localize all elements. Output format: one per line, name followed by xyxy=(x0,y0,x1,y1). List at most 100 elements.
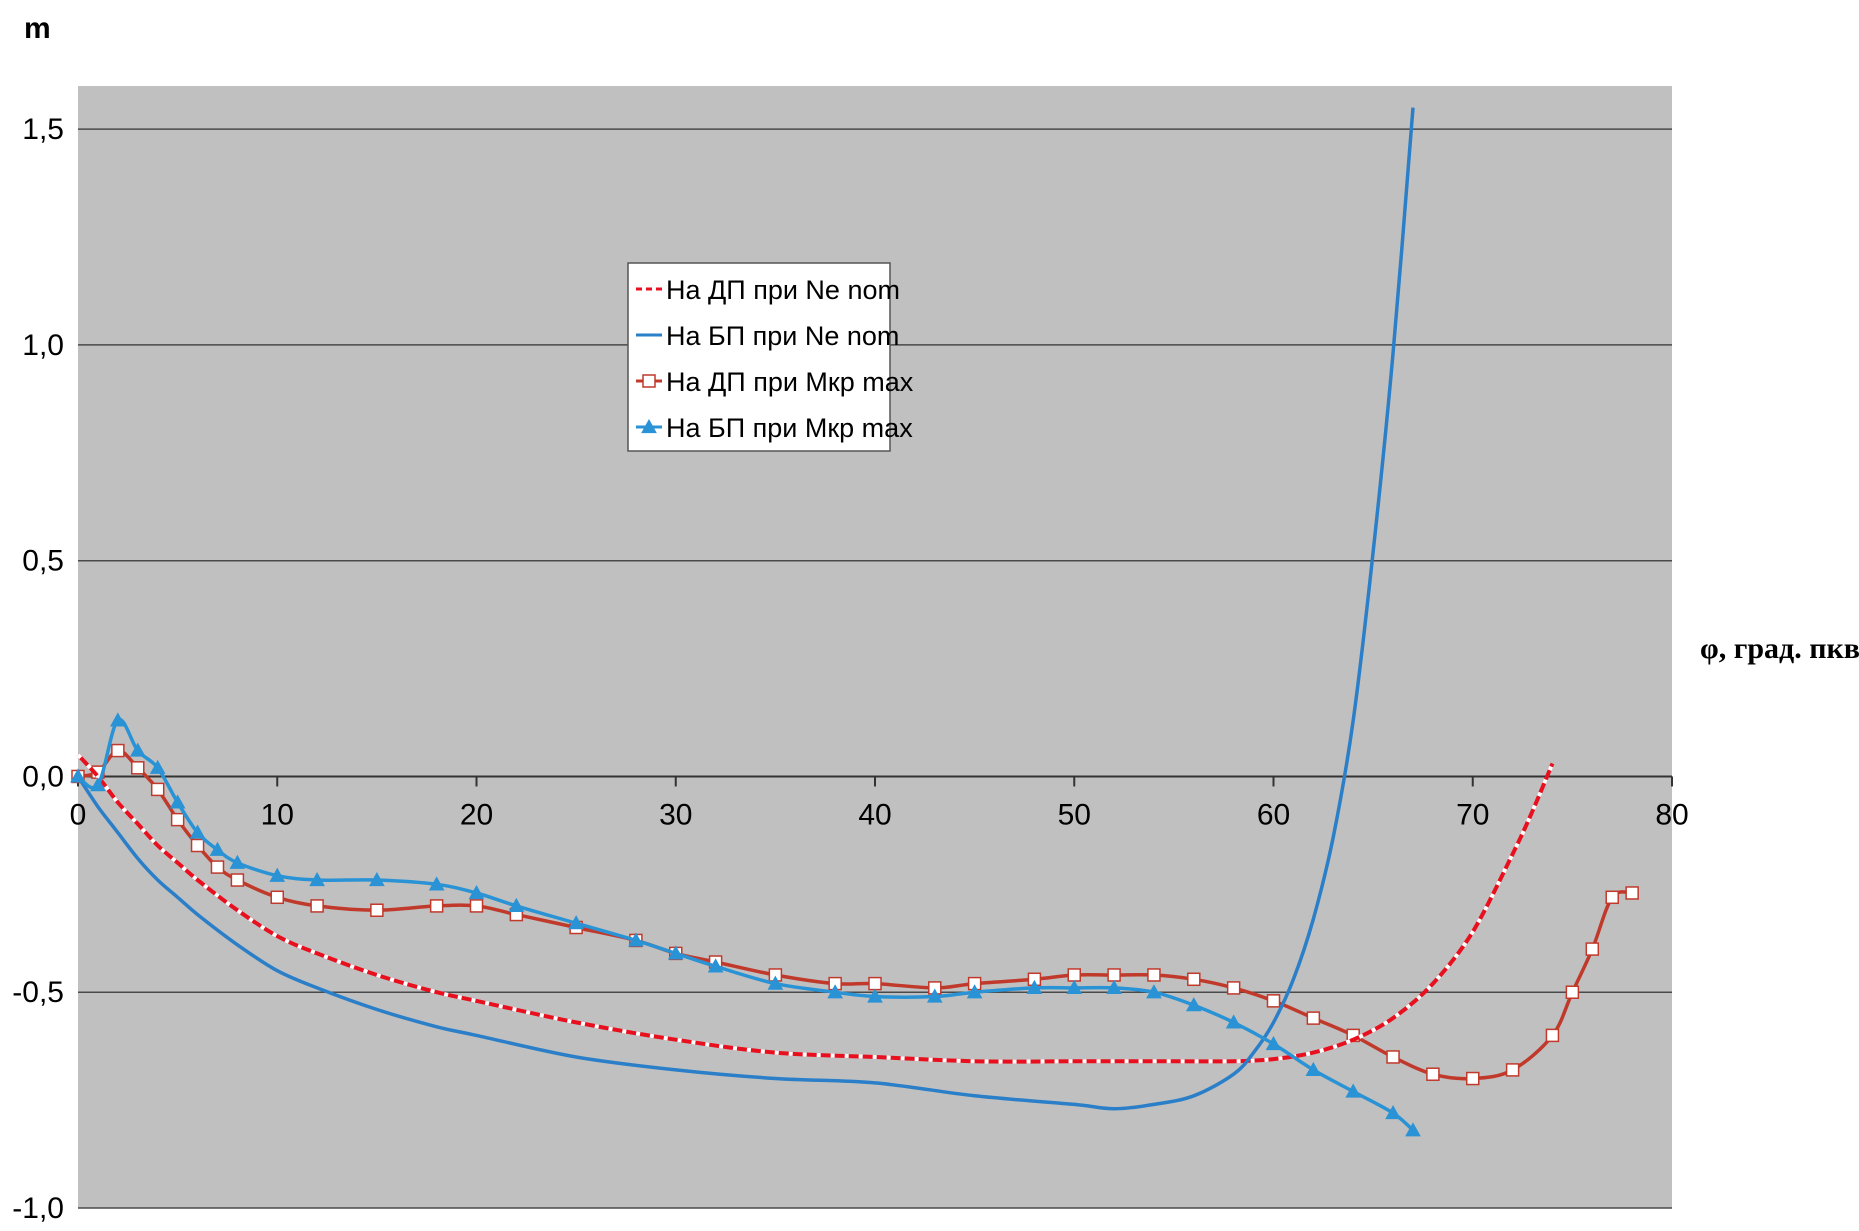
series-point xyxy=(270,890,284,905)
series-point xyxy=(1386,1050,1400,1064)
x-tick-label: 10 xyxy=(261,798,294,831)
y-tick-label: 0,5 xyxy=(22,545,64,578)
series-point xyxy=(1106,979,1122,995)
series-line xyxy=(76,107,1415,1111)
y-tick-label: -1,0 xyxy=(12,1192,64,1225)
series-point xyxy=(269,867,286,882)
series-point xyxy=(1505,1063,1520,1077)
series-point xyxy=(189,824,206,839)
series-point xyxy=(1466,1071,1480,1086)
series-point xyxy=(131,761,145,775)
x-axis-label: φ, град. пкв xyxy=(1700,632,1859,665)
series-3 xyxy=(71,743,1639,1086)
series-point xyxy=(169,794,186,809)
series-4 xyxy=(70,712,1421,1137)
series-point xyxy=(1625,886,1639,900)
y-tick-label: -0,5 xyxy=(12,976,64,1009)
series-point xyxy=(1306,1011,1321,1025)
series-point xyxy=(568,915,584,930)
series-point xyxy=(468,884,485,900)
series-point xyxy=(1185,997,1202,1012)
y-axis-label: m xyxy=(24,12,51,45)
series-point xyxy=(111,743,125,758)
series-point xyxy=(1345,1083,1362,1098)
series-point xyxy=(868,976,882,991)
legend-box xyxy=(627,262,891,452)
series-point xyxy=(429,899,444,913)
series-line-dash-overlay xyxy=(76,753,1555,1064)
x-tick-label: 0 xyxy=(70,798,87,831)
series-point xyxy=(926,988,943,1003)
series-point xyxy=(150,782,165,797)
series-point xyxy=(767,975,784,990)
series-point xyxy=(369,872,385,887)
series-point xyxy=(1146,984,1162,999)
series-point xyxy=(707,958,724,973)
x-axis: 0 10 20 30 40 50 60 70 80 xyxy=(70,775,1689,831)
series-point xyxy=(170,812,185,827)
series-point xyxy=(190,838,205,853)
series-point xyxy=(1026,979,1043,995)
series-point xyxy=(1305,1061,1322,1077)
legend-marker xyxy=(642,374,656,388)
series-point xyxy=(310,899,324,913)
series-point xyxy=(1226,981,1241,995)
series-point xyxy=(309,872,325,887)
series-point xyxy=(1107,968,1121,982)
x-tick-label: 30 xyxy=(659,798,692,831)
y-tick-label: 1,5 xyxy=(22,113,64,146)
series-2 xyxy=(76,107,1415,1111)
series-point xyxy=(1066,979,1083,995)
legend: На ДП при Ne nom На БП при Ne nom На ДП пр… xyxy=(627,262,914,452)
legend-item: На БП при Мкр max xyxy=(636,413,913,443)
series-point xyxy=(1067,968,1081,982)
series-point xyxy=(1225,1014,1242,1029)
series-point xyxy=(1385,1105,1401,1120)
legend-marker xyxy=(641,418,657,434)
legend-label: На БП при Ne nom xyxy=(666,321,899,351)
series-point xyxy=(209,841,226,856)
series-point xyxy=(1405,1122,1421,1137)
series-layer xyxy=(70,107,1639,1137)
series-point xyxy=(1605,890,1619,905)
series-point xyxy=(508,897,525,913)
series-point xyxy=(1426,1067,1440,1081)
series-point xyxy=(70,768,86,783)
x-tick-label: 80 xyxy=(1655,798,1688,831)
series-point xyxy=(628,932,644,947)
series-point xyxy=(867,988,883,1003)
y-tick-label: 1,0 xyxy=(22,329,64,362)
series-point xyxy=(667,945,684,960)
series-point xyxy=(1265,1035,1282,1051)
series-point xyxy=(229,854,246,869)
series-point xyxy=(827,984,843,999)
y-axis-ticks: -1,0 -0,5 0,0 0,5 1,0 1,5 xyxy=(12,113,64,1225)
series-point xyxy=(1565,985,1580,999)
series-point xyxy=(210,860,225,874)
series-point xyxy=(230,873,245,887)
series-point xyxy=(129,742,146,757)
series-point xyxy=(90,777,106,792)
y-tick-label: 0,0 xyxy=(22,760,64,793)
x-tick-label: 70 xyxy=(1456,798,1489,831)
legend-item: На БП при Ne nom xyxy=(636,321,899,351)
series-point xyxy=(1147,968,1161,982)
series-point xyxy=(1545,1028,1560,1043)
series-point xyxy=(1585,942,1600,956)
series-point xyxy=(149,759,166,774)
series-point xyxy=(370,903,384,917)
series-point xyxy=(966,984,983,999)
legend-label: На БП при Мкр max xyxy=(666,413,913,443)
legend-label: На ДП при Ne nom xyxy=(666,275,900,305)
legend-item: На ДП при Мкр max xyxy=(636,367,914,397)
x-tick-label: 40 xyxy=(858,798,891,831)
series-point xyxy=(1266,994,1281,1008)
series-point xyxy=(469,899,484,913)
legend-item: На ДП при Ne nom xyxy=(636,275,900,305)
series-point xyxy=(428,876,445,891)
series-1 xyxy=(76,753,1555,1064)
plot-area xyxy=(78,86,1672,1208)
x-tick-label: 50 xyxy=(1058,798,1091,831)
legend-label: На ДП при Мкр max xyxy=(666,367,914,397)
